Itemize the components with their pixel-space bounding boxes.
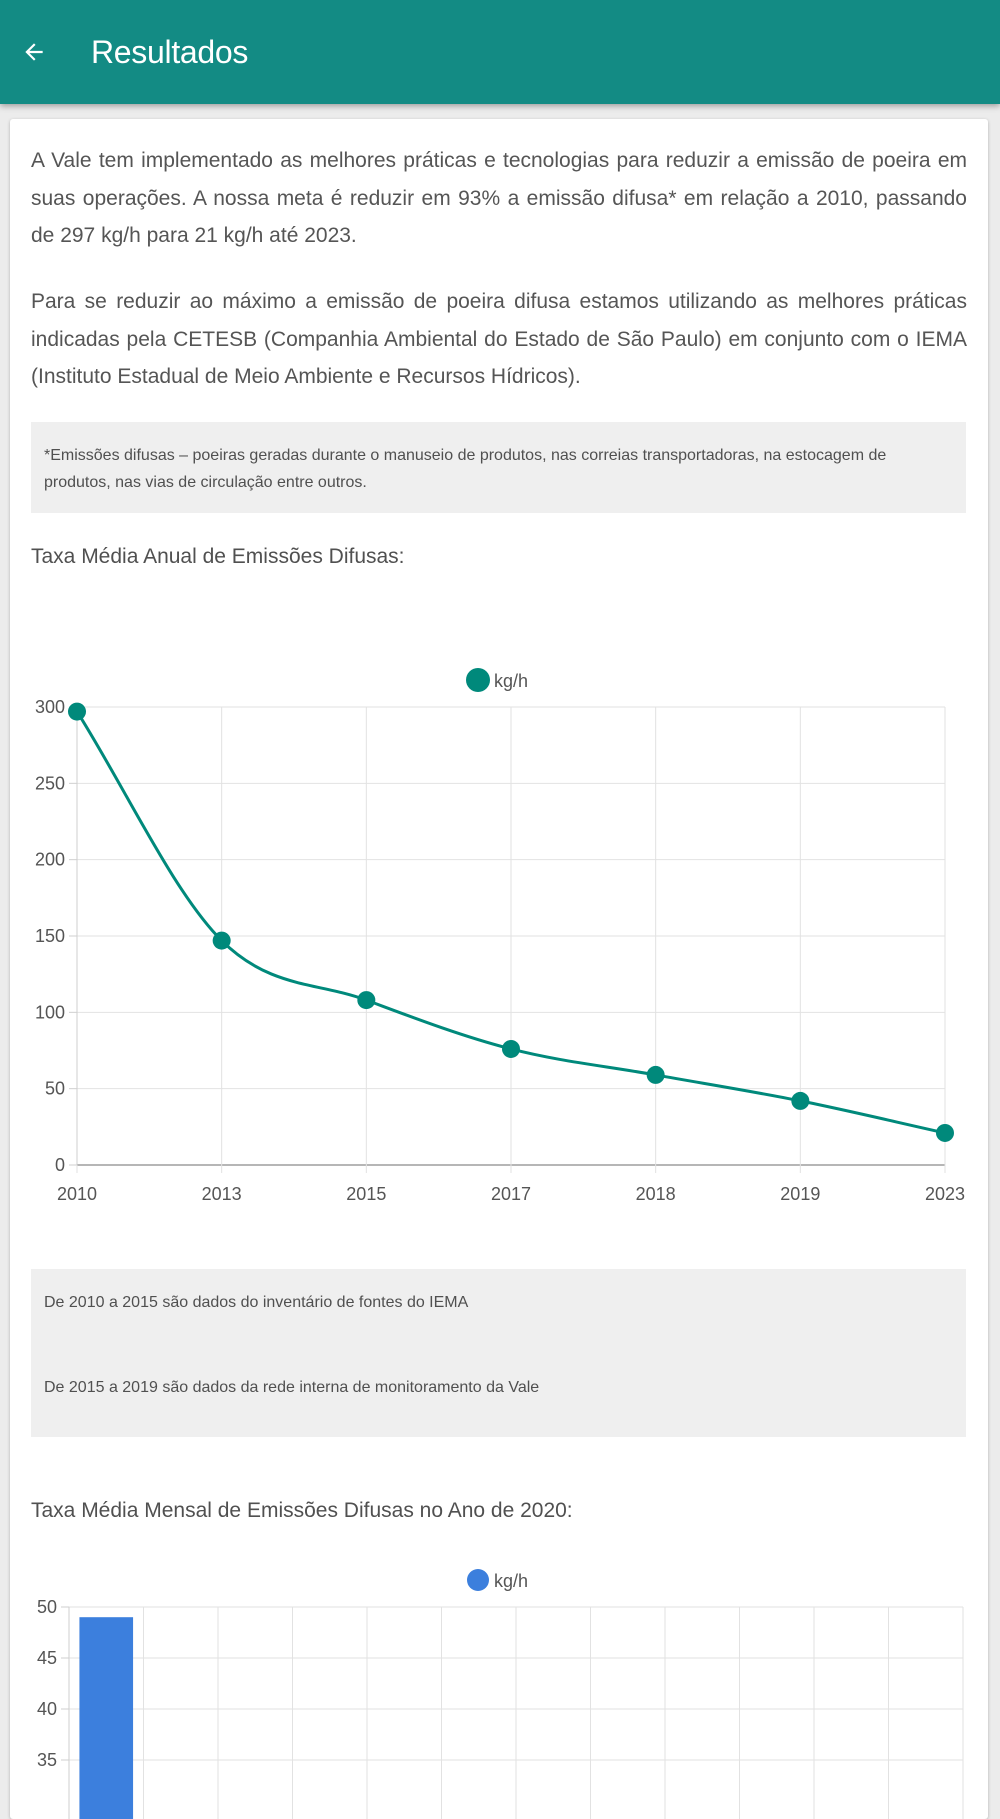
data-point <box>68 702 86 721</box>
x-tick-label: 2018 <box>636 1184 676 1204</box>
results-card: A Vale tem implementado as melhores prát… <box>10 119 988 1819</box>
x-tick-label: 2019 <box>780 1184 820 1204</box>
data-point <box>791 1091 810 1110</box>
source-note-vale: De 2015 a 2019 são dados da rede interna… <box>44 1379 540 1396</box>
data-point <box>936 1123 954 1142</box>
y-tick-label: 45 <box>37 1648 57 1668</box>
y-tick-label: 50 <box>45 1079 65 1099</box>
y-tick-label: 300 <box>35 697 65 717</box>
source-note-iema: De 2010 a 2015 são dados do inventário d… <box>44 1294 469 1311</box>
data-point <box>212 931 231 950</box>
footnote-text: *Emissões difusas – poeiras geradas dura… <box>44 447 887 491</box>
x-tick-label: 2017 <box>491 1184 531 1204</box>
legend-label: kg/h <box>494 671 528 691</box>
practices-paragraph: Para se reduzir ao máximo a emissão de p… <box>31 290 967 388</box>
y-tick-label: 250 <box>35 773 65 793</box>
y-tick-label: 150 <box>35 926 65 946</box>
app-bar: Resultados <box>0 0 1000 104</box>
y-tick-label: 0 <box>55 1155 65 1175</box>
legend-swatch <box>466 668 490 692</box>
data-point <box>646 1065 665 1084</box>
annual-emissions-chart: 0 50 100 150 200 250 300 2010 2013 2015 2017 2018 20… <box>35 668 965 1204</box>
x-tick-label: 2023 <box>925 1184 965 1204</box>
footnote-box: *Emissões difusas – poeiras geradas dura… <box>31 422 966 513</box>
monthly-chart-title: Taxa Média Mensal de Emissões Difusas no… <box>31 1499 573 1522</box>
y-tick-label: 40 <box>37 1699 57 1719</box>
annual-chart-title: Taxa Média Anual de Emissões Difusas: <box>31 545 405 568</box>
y-tick-label: 35 <box>37 1750 57 1770</box>
monthly-emissions-chart: 50 45 40 35 kg/h <box>37 1569 964 1819</box>
x-tick-label: 2010 <box>57 1184 97 1204</box>
legend-label: kg/h <box>494 1571 528 1591</box>
arrow-left-icon <box>25 43 43 61</box>
data-point <box>502 1039 520 1058</box>
y-tick-label: 200 <box>35 850 65 870</box>
y-tick-label: 50 <box>37 1597 57 1617</box>
page-title: Resultados <box>91 34 249 70</box>
x-tick-label: 2015 <box>346 1184 386 1204</box>
intro-paragraph: A Vale tem implementado as melhores prát… <box>31 149 967 247</box>
data-point <box>357 991 376 1010</box>
legend-swatch <box>467 1569 489 1591</box>
data-source-box: De 2010 a 2015 são dados do inventário d… <box>31 1269 966 1437</box>
back-button[interactable] <box>14 30 54 74</box>
y-tick-label: 100 <box>35 1002 65 1022</box>
x-tick-label: 2013 <box>202 1184 242 1204</box>
bar <box>79 1617 134 1819</box>
